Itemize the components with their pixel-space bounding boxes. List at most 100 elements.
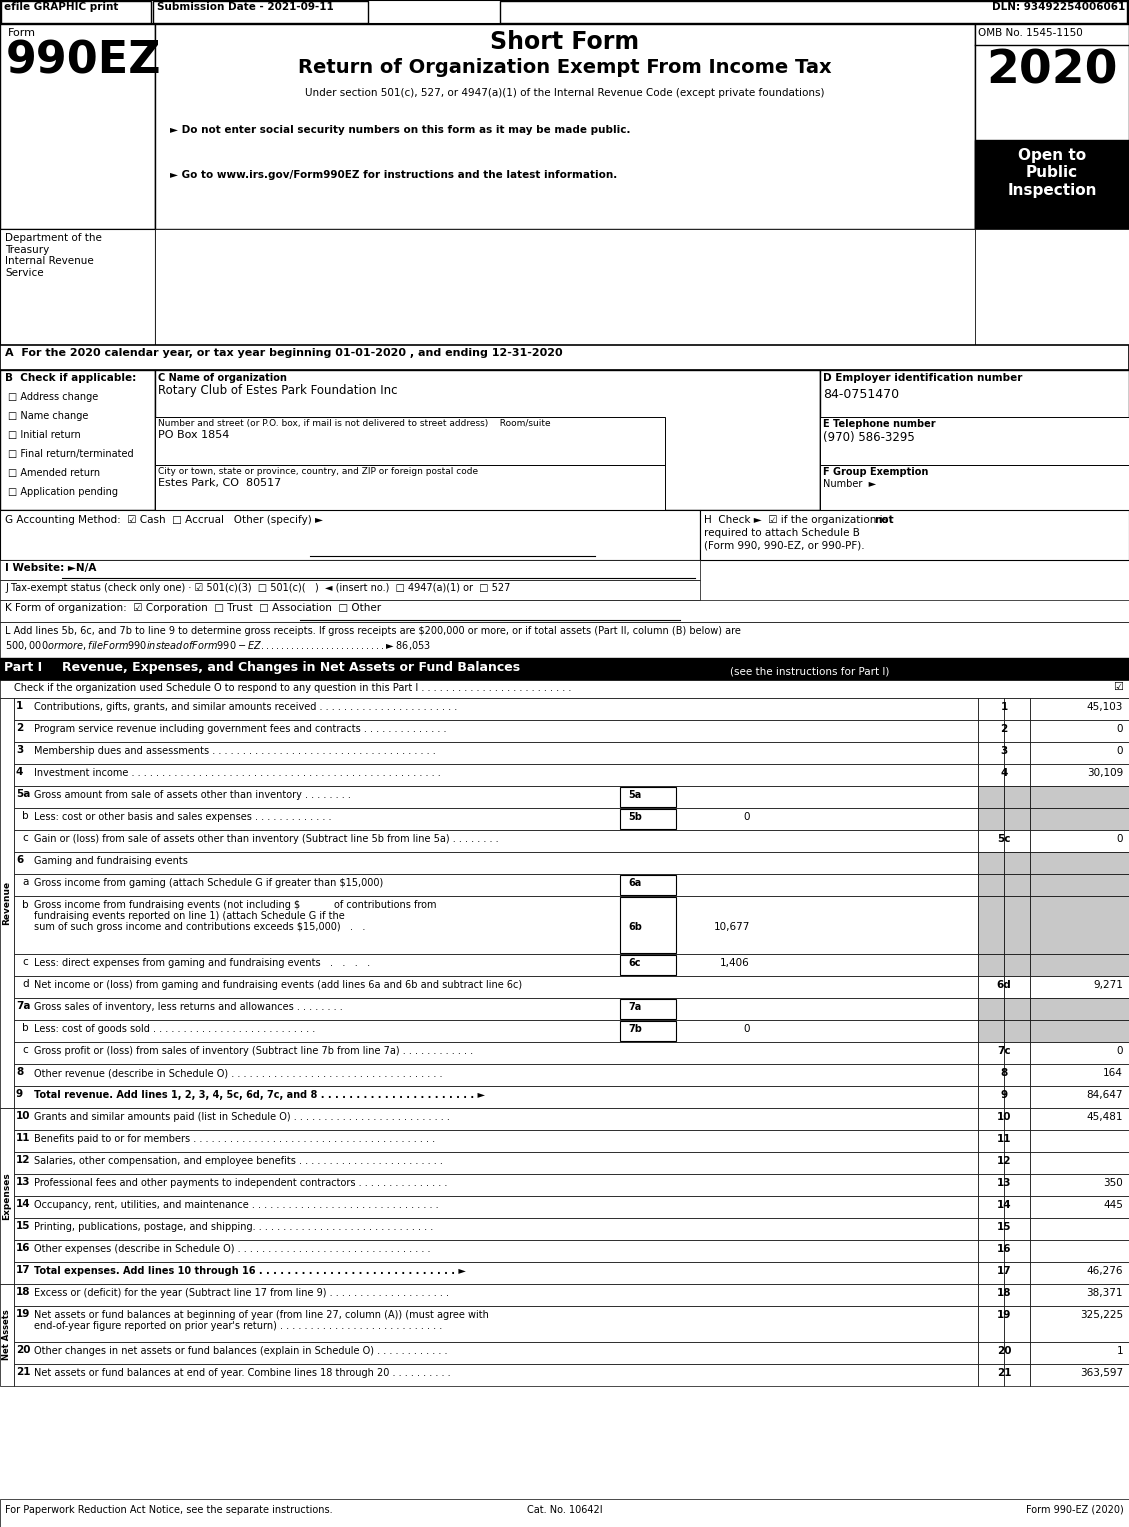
Text: Professional fees and other payments to independent contractors . . . . . . . . : Professional fees and other payments to … <box>34 1177 447 1188</box>
Bar <box>975 229 1129 345</box>
Bar <box>155 24 975 229</box>
Text: E Telephone number: E Telephone number <box>823 418 936 429</box>
Bar <box>978 831 1004 852</box>
Bar <box>1030 1174 1129 1196</box>
Text: c: c <box>21 1044 28 1055</box>
Bar <box>0 698 14 1109</box>
Bar <box>14 1240 978 1261</box>
Bar <box>1004 1130 1030 1151</box>
Bar <box>0 1109 14 1284</box>
Text: Gross amount from sale of assets other than inventory . . . . . . . .: Gross amount from sale of assets other t… <box>34 789 351 800</box>
Bar <box>978 873 1004 896</box>
Text: 9,271: 9,271 <box>1093 980 1123 989</box>
Bar <box>14 1109 978 1130</box>
Text: Net Assets: Net Assets <box>2 1310 11 1361</box>
Bar <box>14 1174 978 1196</box>
Text: 15: 15 <box>16 1222 30 1231</box>
Text: Return of Organization Exempt From Income Tax: Return of Organization Exempt From Incom… <box>298 58 832 76</box>
Bar <box>978 1109 1004 1130</box>
Bar <box>978 896 1004 954</box>
Text: 5c: 5c <box>997 834 1010 844</box>
Bar <box>1030 954 1129 976</box>
Bar <box>620 896 676 953</box>
Bar <box>1030 1240 1129 1261</box>
Text: Open to
Public
Inspection: Open to Public Inspection <box>1007 148 1096 199</box>
Text: □ Address change: □ Address change <box>8 392 98 402</box>
Bar <box>1030 1151 1129 1174</box>
Text: c: c <box>21 957 28 967</box>
Bar <box>1030 786 1129 808</box>
Bar <box>978 786 1004 808</box>
Bar <box>0 560 700 580</box>
Bar <box>1030 764 1129 786</box>
Bar <box>1 2 151 23</box>
Bar <box>1004 954 1030 976</box>
Bar <box>978 1174 1004 1196</box>
Text: 20: 20 <box>997 1345 1012 1356</box>
Text: Excess or (deficit) for the year (Subtract line 17 from line 9) . . . . . . . . : Excess or (deficit) for the year (Subtra… <box>34 1287 449 1298</box>
Text: G Accounting Method:  ☑ Cash  □ Accrual   Other (specify) ►: G Accounting Method: ☑ Cash □ Accrual Ot… <box>5 515 323 525</box>
Text: Gaming and fundraising events: Gaming and fundraising events <box>34 857 187 866</box>
Text: Total expenses. Add lines 10 through 16 . . . . . . . . . . . . . . . . . . . . : Total expenses. Add lines 10 through 16 … <box>34 1266 466 1277</box>
Text: Investment income . . . . . . . . . . . . . . . . . . . . . . . . . . . . . . . : Investment income . . . . . . . . . . . … <box>34 768 440 777</box>
Bar <box>1004 1041 1030 1064</box>
Bar <box>1030 1086 1129 1109</box>
Text: 20: 20 <box>16 1345 30 1354</box>
Bar <box>1004 1342 1030 1364</box>
Text: Number  ►: Number ► <box>823 479 876 489</box>
Text: 164: 164 <box>1103 1067 1123 1078</box>
Bar <box>14 954 978 976</box>
Text: Grants and similar amounts paid (list in Schedule O) . . . . . . . . . . . . . .: Grants and similar amounts paid (list in… <box>34 1112 449 1122</box>
Text: (Form 990, 990-EZ, or 990-PF).: (Form 990, 990-EZ, or 990-PF). <box>704 541 865 551</box>
Text: 16: 16 <box>997 1245 1012 1254</box>
Bar <box>1030 831 1129 852</box>
Bar <box>620 875 676 895</box>
Bar <box>620 1022 676 1041</box>
Bar <box>1004 1109 1030 1130</box>
Bar <box>155 370 820 510</box>
Bar <box>978 1364 1004 1387</box>
Text: ► Do not enter social security numbers on this form as it may be made public.: ► Do not enter social security numbers o… <box>170 125 630 134</box>
Text: □ Final return/terminated: □ Final return/terminated <box>8 449 133 460</box>
Bar <box>1030 1130 1129 1151</box>
Bar <box>978 954 1004 976</box>
Bar <box>500 2 1127 23</box>
Text: F Group Exemption: F Group Exemption <box>823 467 928 476</box>
Bar <box>978 1020 1004 1041</box>
Bar <box>1004 1174 1030 1196</box>
Text: A  For the 2020 calendar year, or tax year beginning 01-01-2020 , and ending 12-: A For the 2020 calendar year, or tax yea… <box>5 348 562 357</box>
Bar <box>1004 1020 1030 1041</box>
Text: ☑: ☑ <box>1113 683 1123 692</box>
Text: Number and street (or P.O. box, if mail is not delivered to street address)    R: Number and street (or P.O. box, if mail … <box>158 418 551 428</box>
Bar <box>14 852 978 873</box>
Bar <box>14 976 978 999</box>
Bar <box>1030 1064 1129 1086</box>
Text: Form 990-EZ (2020): Form 990-EZ (2020) <box>1026 1506 1124 1515</box>
Text: 17: 17 <box>16 1264 30 1275</box>
Text: sum of such gross income and contributions exceeds $15,000)   .   .: sum of such gross income and contributio… <box>34 922 366 931</box>
Text: 11: 11 <box>16 1133 30 1144</box>
Bar <box>1030 1196 1129 1219</box>
Text: Revenue, Expenses, and Changes in Net Assets or Fund Balances: Revenue, Expenses, and Changes in Net As… <box>62 661 520 673</box>
Bar <box>978 1064 1004 1086</box>
Text: Rotary Club of Estes Park Foundation Inc: Rotary Club of Estes Park Foundation Inc <box>158 383 397 397</box>
Bar <box>14 698 978 721</box>
Text: 4: 4 <box>1000 768 1008 777</box>
Text: Contributions, gifts, grants, and similar amounts received . . . . . . . . . . .: Contributions, gifts, grants, and simila… <box>34 702 457 712</box>
Bar <box>978 1306 1004 1342</box>
Bar <box>1004 764 1030 786</box>
Bar <box>14 1219 978 1240</box>
Bar <box>620 809 676 829</box>
Bar <box>978 1219 1004 1240</box>
Bar <box>1030 1342 1129 1364</box>
Text: 30,109: 30,109 <box>1087 768 1123 777</box>
Bar <box>1030 1284 1129 1306</box>
Bar <box>14 808 978 831</box>
Text: Net assets or fund balances at end of year. Combine lines 18 through 20 . . . . : Net assets or fund balances at end of ye… <box>34 1368 450 1377</box>
Bar <box>14 1261 978 1284</box>
Bar <box>978 976 1004 999</box>
Text: Benefits paid to or for members . . . . . . . . . . . . . . . . . . . . . . . . : Benefits paid to or for members . . . . … <box>34 1135 435 1144</box>
Text: Estes Park, CO  80517: Estes Park, CO 80517 <box>158 478 281 489</box>
Bar <box>155 417 665 466</box>
Bar <box>1004 852 1030 873</box>
